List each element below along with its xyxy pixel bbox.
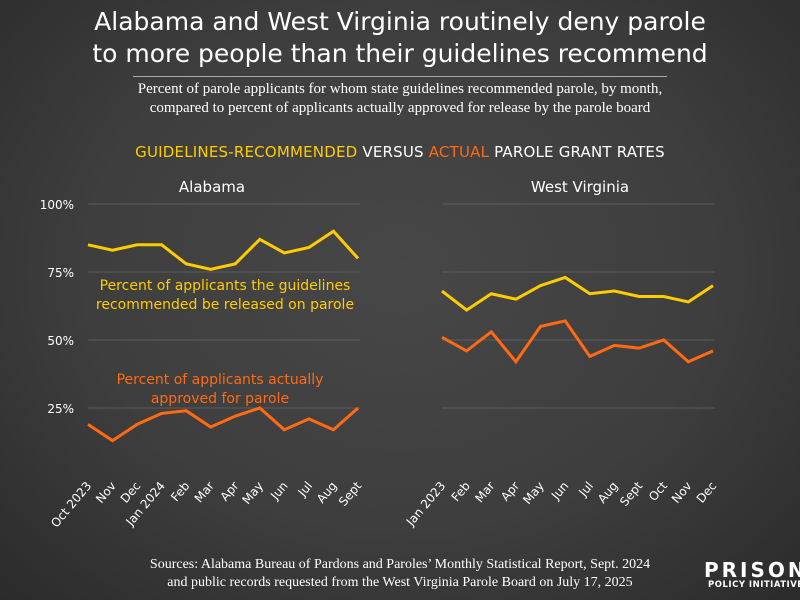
x-tick-label: May: [520, 479, 547, 507]
x-tick-label: Mar: [472, 479, 497, 505]
series-line-guidelines: [87, 229, 360, 271]
title-divider: [133, 76, 667, 77]
series-label: Percent of applicants the guidelines: [100, 278, 351, 294]
x-tick-label: Oct: [646, 479, 670, 504]
panel-title-1: West Virginia: [531, 178, 629, 196]
section-heading: GUIDELINES-RECOMMENDED VERSUS ACTUAL PAR…: [0, 143, 800, 161]
series-line-guidelines: [441, 275, 714, 312]
x-tick-label: Jun: [267, 479, 290, 503]
y-tick-label: 100%: [40, 198, 74, 212]
x-tick-label: Apr: [498, 479, 522, 504]
heading-actual: ACTUAL: [428, 143, 490, 161]
y-tick-label: 75%: [47, 266, 74, 280]
x-tick-label: Mar: [192, 479, 217, 505]
logo-line-1: PRISON: [704, 558, 800, 582]
logo-line-2: POLICY INITIATIVE: [708, 580, 800, 590]
x-tick-label: Aug: [595, 479, 621, 506]
x-tick-label: Jun: [548, 479, 571, 503]
heading-versus: VERSUS: [357, 143, 429, 161]
title-line-1: Alabama and West Virginia routinely deny…: [94, 7, 706, 36]
source-line-1: Sources: Alabama Bureau of Pardons and P…: [149, 557, 651, 572]
x-tick-label: Feb: [449, 479, 473, 504]
subtitle-line-1: Percent of parole applicants for whom st…: [137, 81, 663, 97]
chart-subtitle: Percent of parole applicants for whom st…: [0, 80, 800, 118]
x-tick-label: May: [239, 479, 266, 507]
sources: Sources: Alabama Bureau of Pardons and P…: [0, 556, 800, 592]
x-tick-label: Apr: [217, 479, 241, 504]
x-tick-label: Nov: [93, 479, 119, 506]
x-tick-label: Dec: [694, 479, 720, 506]
x-tick-label: Jan 2023: [403, 479, 448, 529]
x-tick-label: Aug: [314, 479, 340, 506]
chart-title: Alabama and West Virginia routinely deny…: [0, 6, 800, 70]
x-tick-label: Jul: [575, 479, 596, 500]
heading-guidelines: GUIDELINES-RECOMMENDED: [135, 143, 358, 161]
y-tick-label: 25%: [47, 402, 74, 416]
heading-rest: PAROLE GRANT RATES: [489, 143, 665, 161]
series-label: Percent of applicants actually: [117, 372, 324, 388]
x-tick-label: Nov: [669, 479, 695, 506]
series-line-actual: [441, 319, 714, 365]
subtitle-line-2: compared to percent of applicants actual…: [149, 100, 651, 116]
x-tick-label: Oct 2023: [48, 479, 94, 530]
y-tick-label: 50%: [47, 334, 74, 348]
x-tick-label: Feb: [168, 479, 192, 504]
series-label: recommended be released on parole: [96, 297, 354, 313]
source-line-2: and public records requested from the We…: [167, 575, 633, 590]
series-label: approved for parole: [151, 391, 289, 407]
x-tick-label: Sept: [336, 479, 364, 509]
series-line-actual: [87, 406, 359, 443]
x-tick-label: Sept: [617, 479, 645, 509]
panel-title-0: Alabama: [179, 178, 245, 196]
x-tick-label: Jul: [295, 479, 316, 500]
title-line-2: to more people than their guidelines rec…: [92, 39, 708, 68]
prison-policy-initiative-logo: PRISON POLICY INITIATIVE: [704, 560, 800, 590]
